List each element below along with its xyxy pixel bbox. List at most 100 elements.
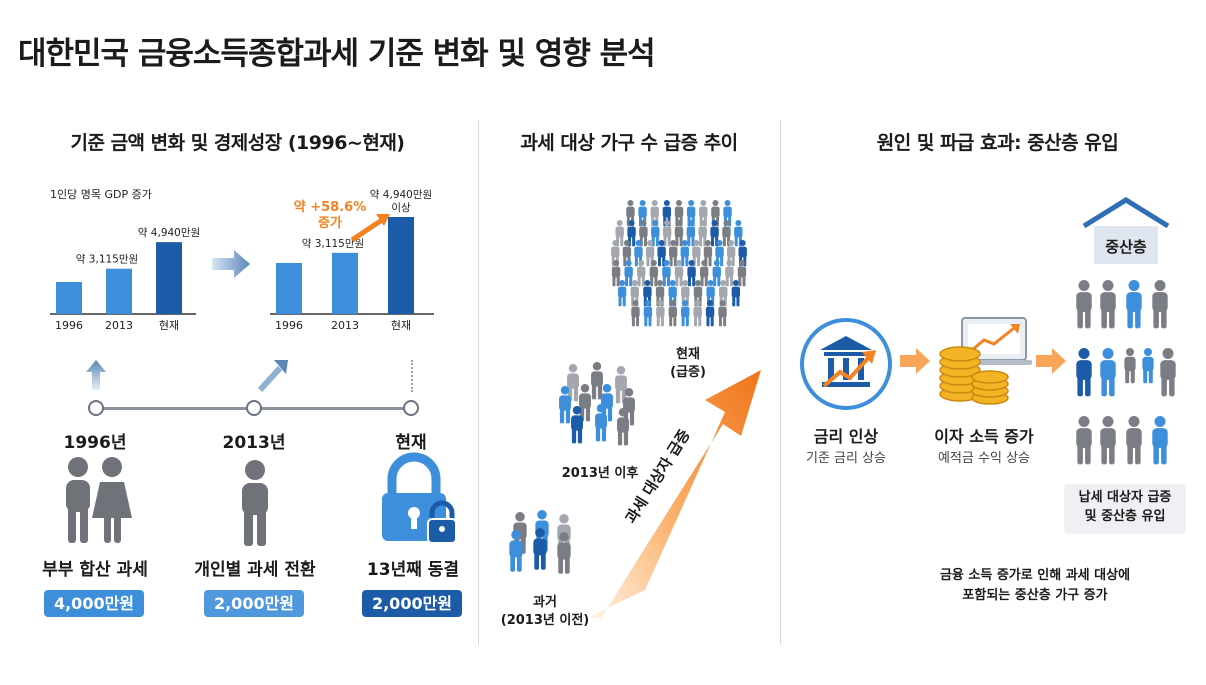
data-label: 약 4,940만원 — [138, 227, 200, 239]
dotted-connector — [411, 360, 413, 392]
crowd-person — [615, 220, 624, 247]
timeline-caption-1996: 부부 합산 과세 — [42, 560, 148, 580]
crowd-person — [595, 404, 607, 442]
timeline-year-1996: 1996년 — [63, 433, 127, 453]
bar-현재 — [156, 242, 182, 314]
crowd-person — [737, 260, 747, 287]
crowd-person — [557, 532, 571, 574]
family-person — [1100, 348, 1116, 397]
couple-icon — [66, 457, 132, 543]
house-label: 중산층 — [1105, 238, 1147, 256]
section-divider-left — [478, 120, 479, 645]
crowd-person — [734, 220, 743, 247]
family-person — [1152, 416, 1168, 465]
data-label: 약 3,115만원 — [76, 254, 138, 266]
crowd-person — [639, 220, 648, 247]
group-label-current: 현재 (급증) — [670, 347, 706, 380]
crowd-person — [674, 260, 684, 287]
timeline-node-now — [403, 400, 419, 416]
middle-section-heading: 과세 대상 가구 수 급증 추이 — [520, 132, 738, 154]
growth-big-arrow-icon — [587, 370, 761, 618]
group-label-past: 과거 (2013년 이전) — [500, 595, 590, 628]
family-person — [1126, 416, 1142, 465]
crowd-person — [722, 220, 731, 247]
family-person — [1126, 280, 1142, 329]
family-person — [1076, 416, 1092, 465]
crowd-person — [710, 220, 719, 247]
crowd-person — [680, 240, 689, 267]
result-box: 납세 대상자 급증 및 중산층 유입 — [1064, 484, 1186, 534]
crowd-person — [738, 240, 747, 267]
family-group-icon — [1076, 280, 1176, 465]
diagonal-arrow-icon — [257, 360, 288, 393]
chart1-caption: 1인당 명목 GDP 증가 — [50, 188, 152, 201]
crowd-person — [571, 406, 583, 444]
tick-label: 2013 — [331, 319, 359, 332]
crowd-person — [637, 260, 646, 287]
step-arrow-icon — [900, 348, 930, 374]
right-section-heading: 원인 및 파급 효과: 중산층 유입 — [876, 132, 1119, 154]
crowd-person — [686, 220, 696, 247]
crowd-person — [693, 300, 702, 327]
crowd-2013-icon — [559, 362, 635, 446]
step1-sub: 기준 금리 상승 — [805, 451, 887, 466]
crowd-person — [643, 300, 653, 327]
crowd-person — [692, 240, 701, 267]
crowd-person — [718, 300, 727, 327]
timeline-year-now: 현재 — [395, 433, 427, 453]
left-section-heading: 기준 금액 변화 및 경제성장 (1996~현재) — [70, 132, 405, 154]
crowd-person — [705, 300, 715, 327]
crowd-person — [509, 530, 523, 572]
crowd-person — [559, 386, 571, 424]
data-label: 약 4,940만원 — [370, 189, 432, 201]
bar-현재 — [388, 216, 414, 314]
data-label: 이상 — [391, 202, 411, 214]
crowd-person — [631, 300, 640, 327]
timeline-year-2013: 2013년 — [222, 433, 286, 453]
lock-icon — [382, 452, 457, 544]
bank-growth-icon — [800, 318, 892, 410]
crowd-person — [617, 280, 627, 307]
tick-label: 1996 — [275, 319, 303, 332]
bar-2013 — [332, 252, 358, 314]
crowd-person — [681, 300, 690, 327]
tick-label: 현재 — [391, 319, 411, 332]
section-divider-right — [780, 120, 781, 645]
crowd-person — [674, 220, 684, 247]
family-person — [1100, 416, 1116, 465]
person-icon — [242, 460, 268, 546]
bar-1996 — [276, 262, 302, 314]
crowd-person — [662, 200, 672, 227]
crowd-person — [533, 528, 547, 570]
crowd-person — [657, 240, 666, 267]
crowd-person — [668, 300, 677, 327]
crowd-person — [687, 260, 696, 287]
family-person — [1142, 348, 1154, 384]
step2-title: 이자 소득 증가 — [934, 427, 1034, 446]
crowd-person — [698, 220, 707, 247]
crowd-person — [731, 280, 741, 307]
bar-2013 — [106, 268, 132, 314]
family-person — [1100, 280, 1116, 329]
crowd-person — [611, 260, 621, 287]
crowd-past-icon — [509, 510, 571, 574]
step1-title: 금리 인상 — [813, 427, 879, 446]
timeline-caption-2013: 개인별 과세 전환 — [194, 560, 316, 580]
crowd-person — [712, 260, 721, 287]
crowd-person — [649, 260, 659, 287]
crowd-current-icon — [611, 200, 747, 327]
crowd-person — [567, 364, 579, 402]
family-person — [1160, 348, 1176, 397]
family-person — [1076, 280, 1092, 329]
bar-1996 — [56, 282, 82, 314]
crowd-person — [699, 260, 709, 287]
crowd-person — [725, 260, 734, 287]
crowd-person — [579, 384, 591, 422]
crowd-person — [662, 260, 671, 287]
data-label: 약 3,115만원 — [302, 238, 364, 250]
family-person — [1152, 280, 1168, 329]
tick-label: 2013 — [105, 319, 133, 332]
growth-label: 약 +58.6% 증가 — [293, 200, 367, 231]
group-label-2013: 2013년 이후 — [561, 466, 639, 481]
